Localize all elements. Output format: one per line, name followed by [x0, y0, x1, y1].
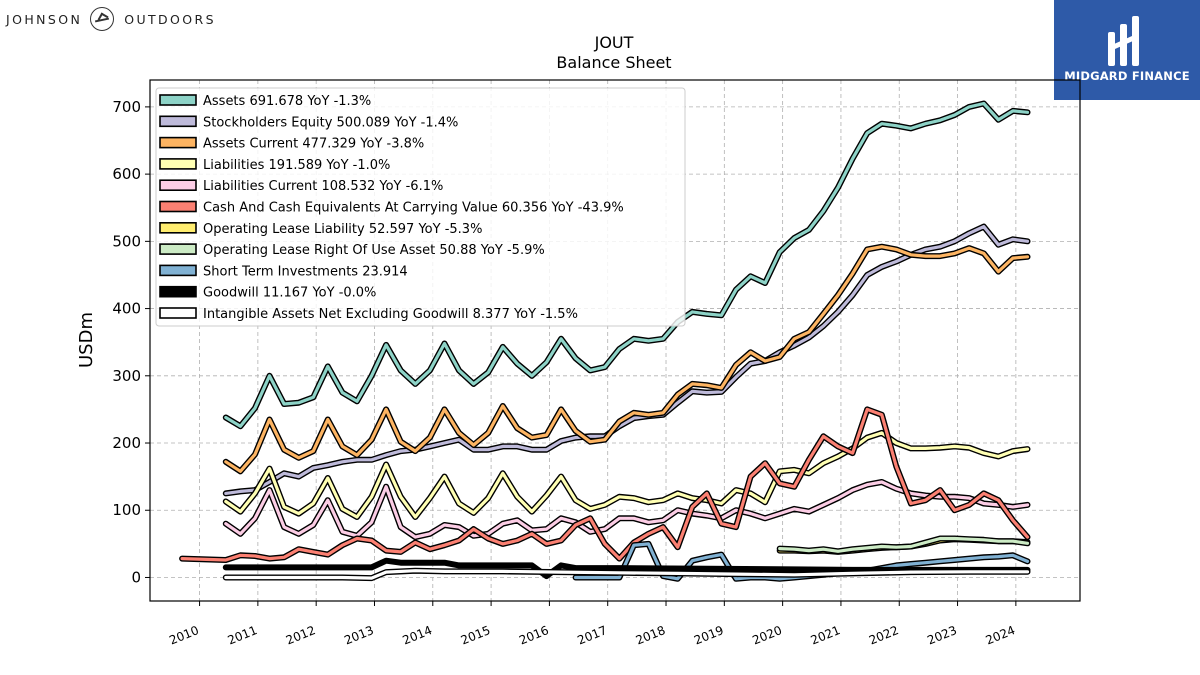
series-assets	[222, 100, 1031, 430]
legend-swatch	[159, 179, 197, 191]
series-liabilities	[222, 429, 1031, 520]
legend-swatch	[159, 222, 197, 234]
y-tick-label: 100	[112, 501, 141, 519]
series-line	[224, 559, 1030, 578]
y-tick-label: 600	[112, 165, 141, 183]
legend-label: Liabilities Current 108.532 YoY -6.1%	[203, 179, 443, 194]
legend-swatch	[159, 115, 197, 128]
legend-label: Assets Current 477.329 YoY -3.8%	[203, 137, 424, 152]
legend-label: Cash And Cash Equivalents At Carrying Va…	[203, 201, 624, 216]
y-tick-label: 0	[131, 568, 141, 586]
x-tick-label: 2023	[925, 623, 959, 647]
x-tick-label: 2022	[867, 623, 901, 647]
series-operating-lease-right-of-use-asset	[776, 535, 1031, 555]
y-tick-label: 700	[112, 98, 141, 116]
y-tick-label: 500	[112, 232, 141, 250]
series-line	[778, 536, 1030, 553]
chart-subtitle: Balance Sheet	[556, 53, 671, 72]
legend-label: Intangible Assets Net Excluding Goodwill…	[203, 307, 578, 322]
x-tick-label: 2015	[459, 623, 493, 647]
series-intangible-assets-net-excluding-goodwill	[222, 567, 1031, 582]
legend-swatch	[159, 158, 197, 170]
legend: Assets 691.678 YoY -1.3% Stockholders Equ…	[155, 87, 686, 327]
bird-logo-icon	[90, 7, 115, 31]
series-line	[224, 225, 1030, 495]
y-tick-label: 200	[112, 434, 141, 452]
chart-title: JOUT	[594, 33, 634, 52]
y-tick-label: 300	[112, 367, 141, 385]
series-outline	[179, 406, 1031, 563]
x-tick-label: 2017	[575, 623, 609, 647]
legend-label: Operating Lease Liability 52.597 YoY -5.…	[203, 222, 482, 237]
legend-swatch	[159, 136, 197, 149]
series-lines	[179, 100, 1031, 582]
x-tick-label: 2016	[517, 623, 551, 647]
x-tick-label: 2019	[692, 623, 726, 647]
series-line	[224, 245, 1030, 473]
x-tick-label: 2018	[634, 623, 668, 647]
x-tick-label: 2020	[750, 623, 784, 647]
logo-text-johnson: JOHNSON	[6, 11, 83, 27]
x-tick-label: 2024	[984, 623, 1018, 647]
legend-swatch	[159, 285, 197, 298]
midgard-mark-icon	[1104, 10, 1150, 70]
legend-label: Assets 691.678 YoY -1.3%	[203, 94, 371, 109]
series-line	[224, 431, 1030, 519]
legend-box	[155, 87, 686, 327]
x-tick-label: 2021	[809, 623, 843, 647]
legend-label: Goodwill 11.167 YoY -0.0%	[203, 286, 376, 301]
legend-swatch	[159, 200, 197, 213]
x-tick-label: 2012	[284, 623, 318, 647]
logo-text-outdoors: OUTDOORS	[124, 11, 216, 27]
y-tick-label: 400	[112, 300, 141, 318]
y-axis-label: USDm	[76, 312, 97, 368]
series-line	[224, 569, 1030, 580]
series-assets-current	[222, 243, 1031, 475]
legend-swatch	[159, 264, 197, 277]
legend-label: Liabilities 191.589 YoY -1.0%	[203, 158, 390, 173]
midgard-finance-logo: MIDGARD FINANCE	[1054, 0, 1200, 100]
legend-swatch	[159, 307, 197, 319]
series-goodwill	[222, 557, 1031, 580]
johnson-outdoors-logo: JOHNSON OUTDOORS	[6, 6, 216, 32]
legend-label: Short Term Investments 23.914	[203, 264, 408, 279]
series-stockholders-equity	[222, 223, 1031, 497]
x-tick-label: 2011	[226, 623, 260, 647]
plot-frame	[149, 79, 1081, 602]
series-line	[224, 101, 1030, 428]
series-line	[180, 407, 1030, 562]
x-tick-label: 2014	[401, 623, 435, 647]
series-cash-and-cash-equivalents-at-carrying-value	[179, 406, 1031, 563]
legend-label: Stockholders Equity 500.089 YoY -1.4%	[203, 115, 458, 130]
series-liabilities-current	[222, 479, 1031, 541]
legend-label: Operating Lease Right Of Use Asset 50.88…	[203, 243, 545, 258]
x-tick-label: 2013	[342, 623, 376, 647]
legend-swatch	[159, 94, 197, 106]
x-tick-label: 2010	[167, 623, 201, 647]
series-line	[224, 480, 1030, 539]
midgard-finance-name: MIDGARD FINANCE	[1064, 69, 1190, 83]
legend-swatch	[159, 243, 197, 255]
